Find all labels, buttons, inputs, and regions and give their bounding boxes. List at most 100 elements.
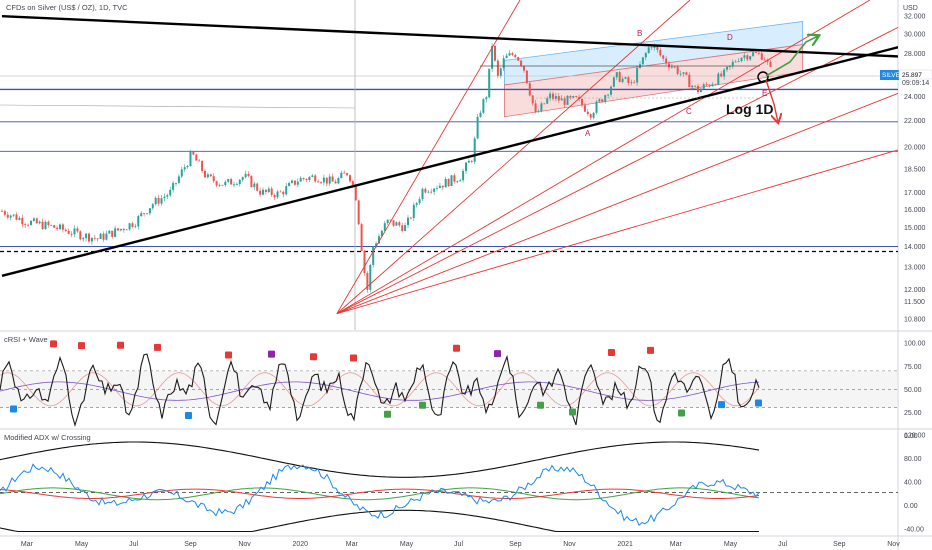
candle-body xyxy=(247,173,250,177)
candle-body xyxy=(349,175,351,182)
adx-lower-envelope xyxy=(0,509,759,533)
candle-body xyxy=(586,111,589,115)
candle-body xyxy=(392,220,395,226)
price-tick-label: 14.000 xyxy=(904,244,926,251)
time-axis[interactable]: Mar May Jul Sep Nov 2020 Mar May Jul Sep Nov 2021 Ma… xyxy=(21,541,900,548)
candle-body xyxy=(595,101,598,113)
candle-body xyxy=(502,58,505,69)
candle-body xyxy=(125,229,128,231)
adx-axis[interactable]: 120.00 80.00 40.00 0.00 -40.00 xyxy=(904,432,926,533)
candle-body xyxy=(270,188,273,195)
adx-minus-di xyxy=(0,488,760,499)
bullish-arrow xyxy=(765,36,818,77)
price-axis[interactable]: 32.00030.00028.00026.00024.00022.00020.0… xyxy=(904,14,926,324)
candle-body xyxy=(560,98,563,101)
candle-body xyxy=(523,65,525,71)
crsi-tick-label: 100.00 xyxy=(904,341,926,348)
crsi-signal-tag xyxy=(117,341,124,349)
candle-body xyxy=(581,99,583,106)
candle-body xyxy=(291,180,293,183)
candle-body xyxy=(726,66,728,70)
candle-body xyxy=(198,160,201,162)
candle-body xyxy=(47,221,50,226)
candle-body xyxy=(293,180,296,185)
crsi-signal-tag xyxy=(494,350,501,358)
candle-body xyxy=(436,188,438,189)
candle-body xyxy=(496,60,499,76)
candle-body xyxy=(633,82,636,84)
candle-body xyxy=(59,224,61,229)
candle-body xyxy=(610,86,612,95)
candle-body xyxy=(714,84,717,86)
candle-body xyxy=(462,170,465,181)
candle-body xyxy=(186,166,189,168)
candle-body xyxy=(630,82,633,84)
candle-body xyxy=(407,217,409,226)
wave-label-b: B xyxy=(637,29,642,38)
candle-body xyxy=(305,179,308,180)
candle-body xyxy=(769,61,772,67)
candle-body xyxy=(517,57,520,61)
wave-label-a: A xyxy=(585,129,591,138)
crsi-signal-tag xyxy=(755,399,762,407)
candle-body xyxy=(746,55,749,60)
fan-line xyxy=(336,0,521,314)
wave-label-e: E xyxy=(762,89,767,98)
candle-body xyxy=(708,84,711,87)
time-tick-label: Mar xyxy=(670,541,683,548)
candle-body xyxy=(317,181,320,183)
candle-body xyxy=(604,95,607,102)
crsi-signal-tag xyxy=(225,351,232,359)
candle-body xyxy=(119,228,122,231)
candle-body xyxy=(624,77,627,79)
candle-body xyxy=(421,188,424,200)
candle-body xyxy=(682,72,685,74)
candle-body xyxy=(279,191,282,193)
crsi-signal-tag xyxy=(78,342,85,350)
candle-body xyxy=(163,196,166,199)
candle-body xyxy=(711,84,714,87)
candle-body xyxy=(99,233,102,239)
candle-body xyxy=(146,213,148,215)
crsi-signal-tag xyxy=(350,354,357,362)
time-tick-label: Nov xyxy=(563,541,576,548)
crsi-axis[interactable]: 100.00 75.00 50.00 25.00 0.00 xyxy=(904,341,926,440)
adx-tick-label: 80.00 xyxy=(904,456,922,463)
candle-body xyxy=(415,203,418,205)
candle-body xyxy=(253,183,256,188)
candle-body xyxy=(465,162,467,171)
crsi-signal-tag xyxy=(310,353,317,361)
candles xyxy=(1,43,772,293)
candle-body xyxy=(288,182,291,187)
crsi-tick-label: 25.00 xyxy=(904,410,922,417)
candle-body xyxy=(386,219,389,224)
candle-body xyxy=(375,243,378,247)
candle-body xyxy=(320,182,322,184)
candle-body xyxy=(262,189,264,195)
candle-body xyxy=(444,178,447,188)
candle-body xyxy=(322,177,325,183)
candle-body xyxy=(485,97,488,100)
candle-body xyxy=(615,72,618,78)
candle-body xyxy=(508,53,511,56)
grey-trendline xyxy=(0,104,356,109)
candle-body xyxy=(160,198,163,204)
candle-body xyxy=(494,45,496,61)
candle-body xyxy=(117,228,119,231)
candle-body xyxy=(569,95,572,98)
candle-body xyxy=(206,174,209,178)
candle-body xyxy=(505,55,508,59)
candle-body xyxy=(108,230,111,234)
time-tick-label: Nov xyxy=(238,541,251,548)
candle-body xyxy=(528,83,531,96)
candle-body xyxy=(366,272,369,290)
price-pane[interactable] xyxy=(0,0,932,330)
candle-body xyxy=(546,98,549,104)
adx-pane[interactable] xyxy=(0,441,898,533)
candle-body xyxy=(41,221,44,230)
crsi-pane[interactable] xyxy=(0,340,898,428)
candle-body xyxy=(433,188,436,192)
candle-body xyxy=(44,221,47,230)
candle-body xyxy=(554,96,557,99)
